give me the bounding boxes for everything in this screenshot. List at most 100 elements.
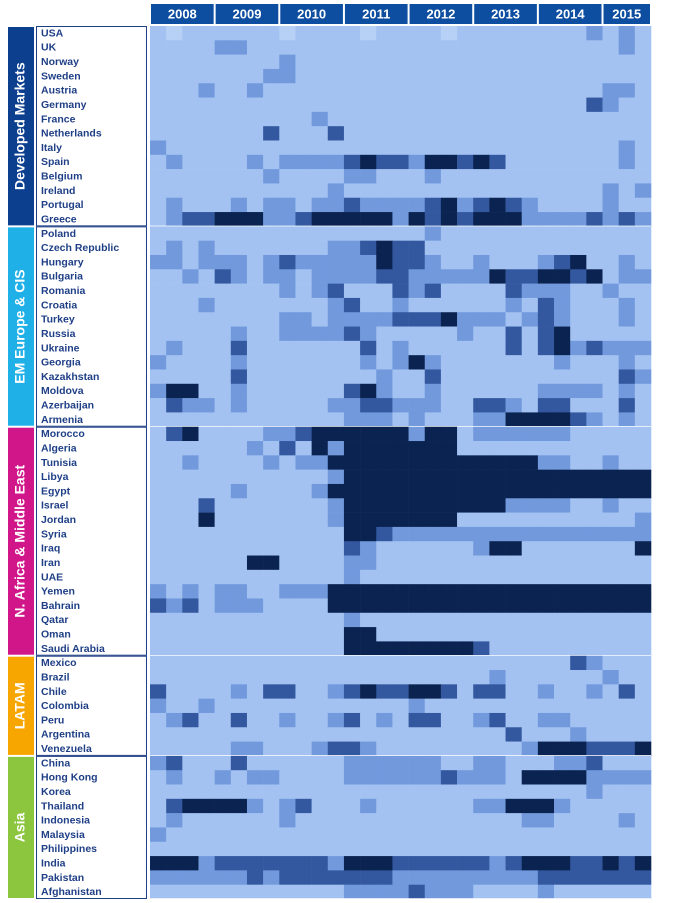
heat-cell bbox=[360, 97, 377, 113]
heat-cell bbox=[376, 68, 393, 84]
heat-cell bbox=[392, 197, 409, 213]
heat-cell bbox=[440, 670, 458, 685]
heat-cell bbox=[424, 541, 442, 556]
heat-cell bbox=[586, 40, 603, 55]
heat-cell bbox=[634, 813, 652, 828]
country-label: Iran bbox=[41, 557, 60, 569]
heat-cell bbox=[198, 813, 215, 828]
heat-cell bbox=[166, 283, 183, 299]
heat-cell bbox=[537, 26, 555, 41]
heat-cell bbox=[634, 827, 652, 843]
heat-cell bbox=[505, 526, 523, 542]
heat-cell bbox=[570, 870, 587, 885]
heat-cell bbox=[489, 670, 506, 685]
heat-cell bbox=[586, 455, 603, 470]
heat-cell bbox=[602, 83, 619, 98]
heat-cell bbox=[424, 684, 442, 699]
heat-cell bbox=[554, 340, 571, 356]
heat-cell bbox=[214, 297, 232, 313]
heat-cell bbox=[360, 698, 377, 714]
heat-cell bbox=[618, 54, 636, 70]
heat-cell bbox=[392, 283, 409, 299]
heat-cell bbox=[440, 655, 458, 671]
heat-cell bbox=[295, 441, 312, 456]
heat-cell bbox=[327, 584, 345, 599]
heat-cell bbox=[602, 197, 619, 213]
heat-cell bbox=[376, 355, 393, 370]
heat-cell bbox=[440, 784, 458, 800]
heat-cell bbox=[392, 326, 409, 342]
heat-cell bbox=[295, 598, 312, 614]
heat-cell bbox=[489, 197, 506, 213]
heat-cell bbox=[376, 598, 393, 614]
heat-cell bbox=[295, 240, 312, 256]
heat-cell bbox=[311, 541, 329, 556]
heat-cell bbox=[279, 512, 296, 528]
heat-cell bbox=[214, 627, 232, 642]
heat-cell bbox=[505, 283, 523, 299]
heat-cell bbox=[295, 369, 312, 385]
heat-cell bbox=[263, 741, 280, 757]
heat-cell bbox=[230, 670, 248, 685]
heat-cell bbox=[473, 326, 490, 342]
heat-cell bbox=[246, 827, 264, 843]
heat-cell bbox=[198, 798, 215, 814]
heat-cell bbox=[618, 154, 636, 170]
heat-cell bbox=[295, 841, 312, 857]
heat-cell bbox=[246, 555, 264, 571]
heat-cell bbox=[182, 126, 199, 141]
heat-cell bbox=[182, 627, 199, 642]
heat-cell bbox=[327, 340, 345, 356]
heat-cell bbox=[554, 884, 571, 900]
heat-cell bbox=[392, 870, 409, 885]
heat-cell bbox=[279, 755, 296, 771]
heat-cell bbox=[166, 97, 183, 113]
heat-cell bbox=[360, 612, 377, 628]
heat-cell bbox=[392, 254, 409, 270]
heat-cell bbox=[230, 627, 248, 642]
heat-cell bbox=[311, 240, 329, 256]
heat-cell bbox=[246, 54, 264, 70]
heat-cell bbox=[263, 254, 280, 270]
heat-cell bbox=[263, 483, 280, 499]
heat-cell bbox=[424, 154, 442, 170]
heat-cell bbox=[537, 827, 555, 843]
heat-cell bbox=[263, 469, 280, 485]
heat-cell bbox=[182, 612, 199, 628]
heat-cell bbox=[537, 712, 555, 728]
heat-cell bbox=[343, 455, 361, 470]
heat-cell bbox=[182, 212, 199, 227]
heat-cell bbox=[230, 340, 248, 356]
heat-cell bbox=[182, 111, 199, 127]
heat-cell bbox=[150, 269, 167, 284]
heat-cell bbox=[182, 154, 199, 170]
heat-cell bbox=[343, 140, 361, 156]
heat-cell bbox=[424, 627, 442, 642]
heat-cell bbox=[457, 369, 474, 385]
heat-cell bbox=[457, 126, 474, 141]
year-label: 2011 bbox=[362, 6, 390, 21]
heat-cell bbox=[198, 297, 215, 313]
heat-cell bbox=[473, 827, 490, 843]
heat-cell bbox=[457, 68, 474, 84]
heat-cell bbox=[343, 569, 361, 585]
heat-cell bbox=[327, 541, 345, 556]
heat-cell bbox=[457, 526, 474, 542]
heat-cell bbox=[489, 512, 506, 528]
heat-cell bbox=[408, 841, 426, 857]
heat-cell bbox=[473, 455, 490, 470]
heat-cell bbox=[408, 254, 426, 270]
heat-cell bbox=[392, 627, 409, 642]
heat-cell bbox=[246, 569, 264, 585]
heat-cell bbox=[360, 641, 377, 657]
heat-cell bbox=[279, 40, 296, 55]
heat-cell bbox=[457, 841, 474, 857]
heat-cell bbox=[311, 54, 329, 70]
heat-cell bbox=[602, 612, 619, 628]
country-label: UAE bbox=[41, 571, 63, 583]
heat-cell bbox=[602, 784, 619, 800]
heat-cell bbox=[440, 169, 458, 184]
heat-cell bbox=[376, 870, 393, 885]
heat-cell bbox=[343, 40, 361, 55]
heat-cell bbox=[602, 870, 619, 885]
